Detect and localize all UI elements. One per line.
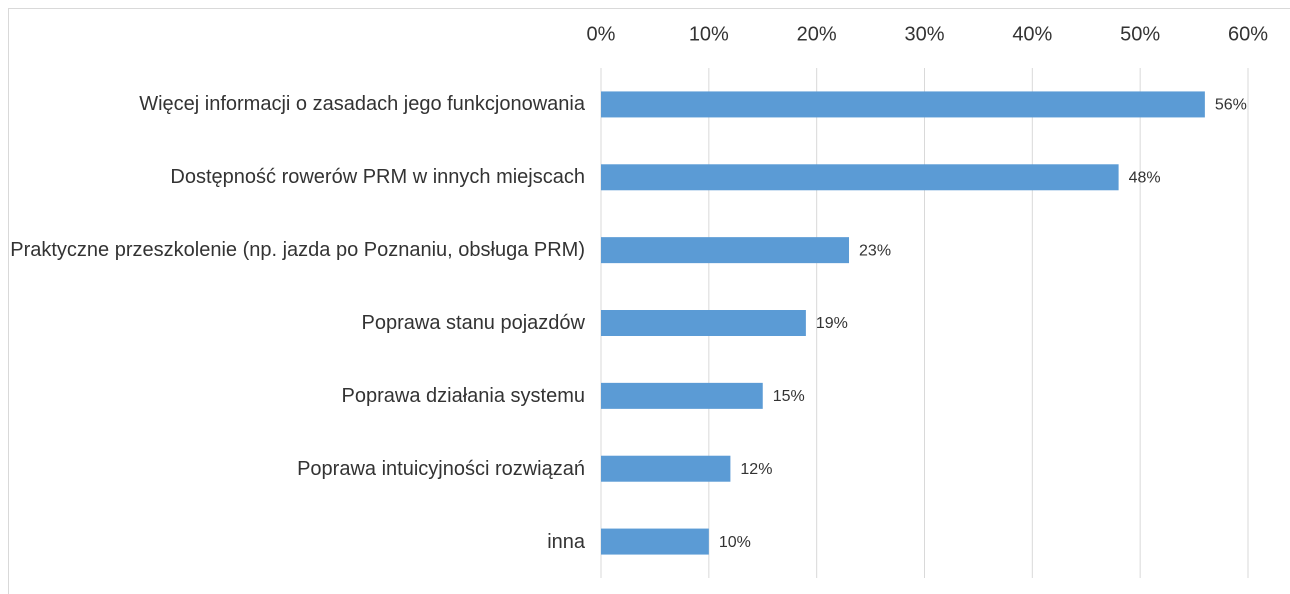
value-label: 23% <box>859 242 891 259</box>
bar <box>601 91 1205 118</box>
x-tick-label: 60% <box>1228 23 1268 45</box>
x-tick-label: 50% <box>1120 23 1160 45</box>
category-label: Praktyczne przeszkolenie (np. jazda po P… <box>10 239 585 262</box>
bar <box>601 237 850 264</box>
value-label: 48% <box>1129 170 1161 187</box>
x-tick-label: 0% <box>587 23 616 45</box>
bar <box>601 382 763 409</box>
value-label: 12% <box>740 461 772 478</box>
category-label: Dostępność rowerów PRM w innych miejscac… <box>170 166 585 189</box>
x-tick-label: 30% <box>904 23 944 45</box>
chart-frame <box>8 8 1290 594</box>
bar <box>601 528 709 555</box>
value-label: 19% <box>816 315 848 332</box>
category-label: Poprawa intuicyjności rozwiązań <box>297 457 585 480</box>
category-label: inna <box>547 530 585 553</box>
x-tick-label: 20% <box>797 23 837 45</box>
value-label: 15% <box>773 388 805 405</box>
x-tick-label: 10% <box>689 23 729 45</box>
value-label: 56% <box>1215 97 1247 114</box>
category-label: Poprawa działania systemu <box>341 384 585 407</box>
category-label: Poprawa stanu pojazdów <box>361 312 585 334</box>
x-tick-label: 40% <box>1012 23 1052 45</box>
value-label: 10% <box>719 534 751 551</box>
bar <box>601 164 1119 191</box>
bar <box>601 310 806 336</box>
bar <box>601 455 731 482</box>
category-label: Więcej informacji o zasadach jego funkcj… <box>139 93 585 116</box>
